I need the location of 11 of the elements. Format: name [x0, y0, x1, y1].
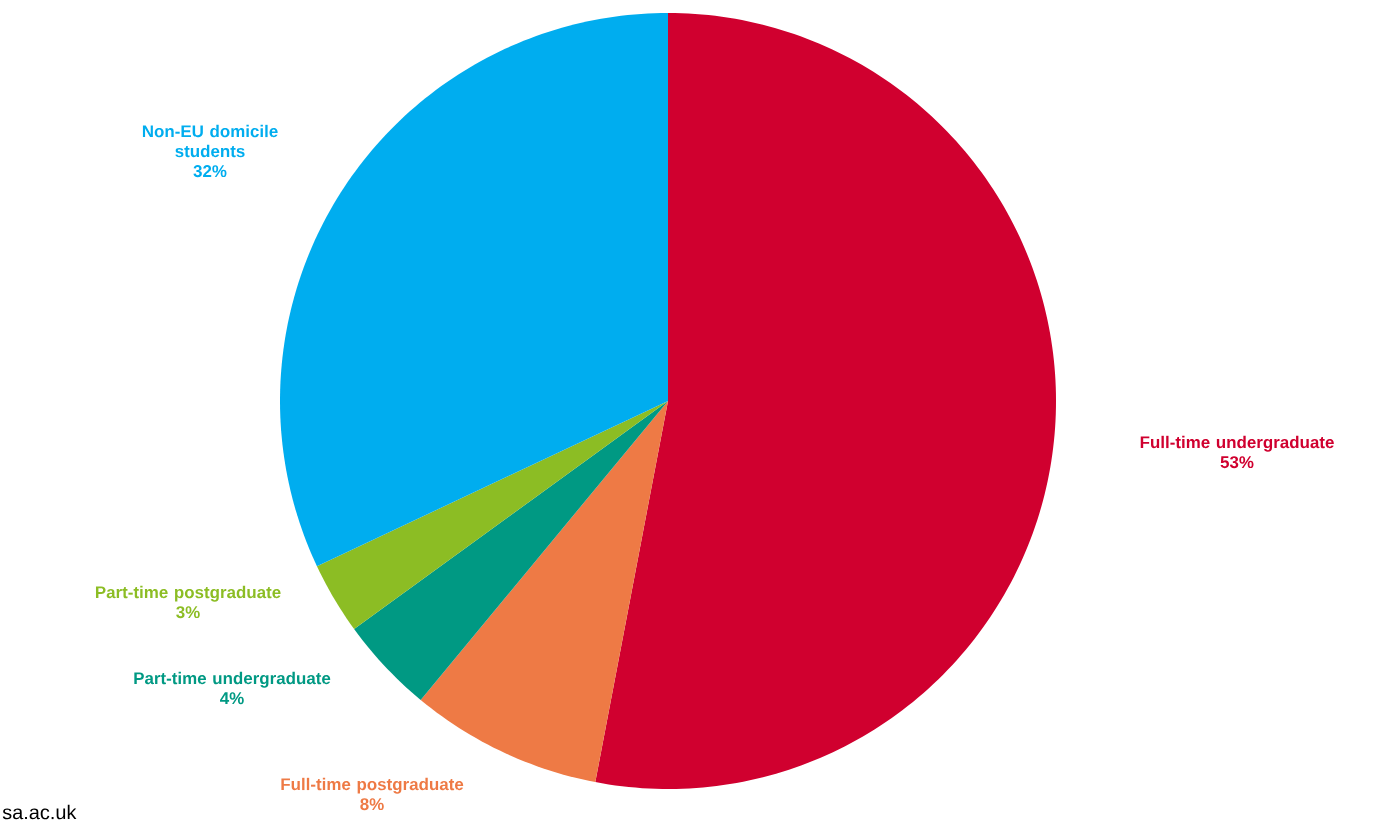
slice-label: Full-time undergraduate: [1140, 435, 1334, 452]
data-label: 3%: [176, 606, 200, 619]
data-label: 53%: [1220, 456, 1254, 469]
data-label: 4%: [220, 692, 244, 705]
slice-label: Part-time postgraduate: [95, 585, 281, 602]
slice-label: Part-time undergraduate: [134, 671, 331, 688]
text: sa.ac.uk: [2, 804, 77, 820]
slice-label: Full-time postgraduate: [281, 777, 464, 794]
data-label: 32%: [193, 165, 227, 178]
data-label: 8%: [360, 798, 384, 811]
slice-label: Non-EU domicile students: [142, 124, 278, 158]
